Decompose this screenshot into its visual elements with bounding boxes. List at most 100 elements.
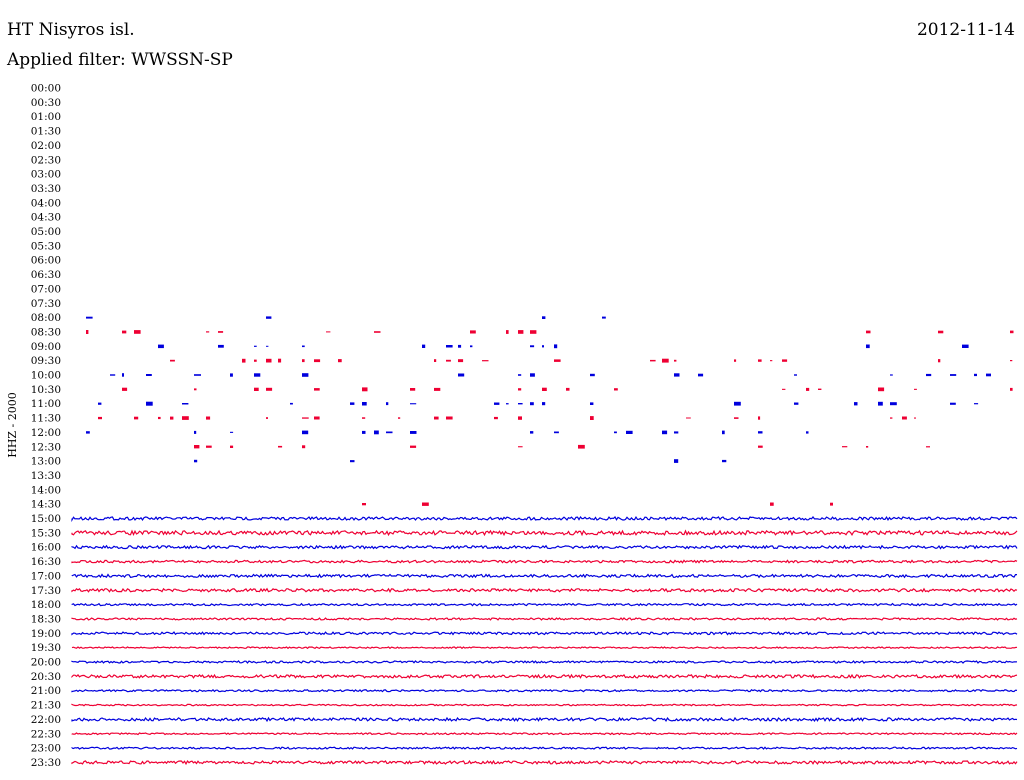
trace-line — [71, 688, 1018, 693]
trace-fragment — [1010, 330, 1014, 334]
trace-fragment — [194, 388, 197, 391]
time-tick-label: 10:30 — [31, 384, 61, 396]
trace-fragment — [866, 344, 870, 349]
time-tick-label: 04:00 — [31, 197, 61, 209]
trace-fragment — [518, 403, 523, 405]
time-tick-label: 04:30 — [31, 212, 61, 224]
trace-fragment — [110, 374, 116, 376]
trace-fragment — [650, 359, 656, 362]
trace-fragment — [590, 373, 595, 377]
trace-fragment — [758, 431, 763, 434]
seismic-traces — [71, 316, 1018, 766]
trace-line — [71, 703, 1018, 707]
trace-fragment — [314, 359, 321, 363]
trace-fragment — [422, 502, 429, 506]
channel-label: HHZ - 2000 — [6, 392, 19, 458]
trace-fragment — [446, 359, 451, 362]
trace-fragment — [938, 330, 944, 334]
trace-fragment — [302, 445, 306, 449]
time-tick-label: 08:30 — [31, 326, 61, 338]
trace-fragment — [794, 402, 799, 405]
trace-fragment — [914, 388, 917, 390]
time-tick-label: 14:30 — [31, 499, 61, 511]
trace-fragment — [854, 402, 858, 406]
trace-fragment — [350, 460, 355, 463]
trace-fragment — [470, 345, 473, 348]
trace-fragment — [170, 416, 174, 420]
trace-line — [71, 529, 1018, 537]
trace-fragment — [890, 402, 897, 406]
trace-fragment — [494, 416, 498, 420]
trace-fragment — [266, 417, 268, 419]
trace-fragment — [206, 416, 211, 420]
trace-fragment — [314, 416, 320, 420]
trace-fragment — [458, 373, 465, 377]
time-tick-label: 18:00 — [31, 599, 61, 611]
trace-fragment — [146, 401, 153, 406]
time-tick-label: 16:30 — [31, 556, 61, 568]
trace-fragment — [134, 416, 139, 420]
time-tick-label: 13:00 — [31, 456, 61, 468]
trace-fragment — [890, 417, 893, 419]
time-tick-label: 17:00 — [31, 570, 61, 582]
trace-line — [71, 631, 1018, 636]
trace-fragment — [938, 359, 941, 363]
trace-fragment — [1010, 360, 1013, 362]
trace-fragment — [770, 360, 773, 362]
trace-fragment — [686, 417, 691, 419]
time-tick-label: 06:30 — [31, 269, 61, 281]
trace-fragment — [542, 316, 546, 319]
trace-fragment — [926, 446, 930, 448]
trace-fragment — [350, 402, 355, 405]
trace-fragment — [758, 445, 763, 448]
trace-fragment — [134, 330, 141, 334]
trace-fragment — [266, 387, 273, 391]
trace-line — [71, 573, 1017, 579]
trace-fragment — [422, 344, 426, 348]
trace-line — [71, 646, 1018, 650]
trace-fragment — [530, 345, 535, 348]
trace-fragment — [734, 417, 739, 419]
trace-fragment — [770, 502, 774, 506]
time-tick-label: 10:00 — [31, 370, 61, 382]
trace-fragment — [674, 431, 679, 434]
trace-fragment — [1010, 387, 1013, 391]
time-tick-label: 19:30 — [31, 642, 61, 654]
trace-fragment — [518, 374, 522, 376]
station-title: HT Nisyros isl. — [7, 20, 135, 40]
trace-fragment — [542, 345, 544, 348]
trace-fragment — [782, 388, 786, 390]
trace-fragment — [278, 445, 283, 448]
trace-line — [71, 602, 1018, 607]
trace-fragment — [794, 374, 797, 376]
time-tick-label: 20:00 — [31, 657, 61, 669]
trace-fragment — [614, 431, 617, 434]
trace-fragment — [674, 459, 679, 463]
trace-fragment — [374, 430, 379, 435]
trace-fragment — [218, 344, 224, 348]
time-tick-label: 00:00 — [31, 83, 61, 95]
trace-fragment — [410, 445, 417, 448]
trace-fragment — [338, 359, 342, 363]
time-tick-label: 09:00 — [31, 341, 61, 353]
trace-fragment — [566, 387, 570, 391]
trace-fragment — [434, 416, 439, 420]
time-tick-label: 07:00 — [31, 283, 61, 295]
trace-fragment — [254, 345, 257, 347]
trace-fragment — [86, 431, 90, 434]
trace-fragment — [446, 345, 453, 348]
trace-fragment — [950, 374, 957, 376]
trace-fragment — [530, 402, 534, 406]
trace-fragment — [614, 388, 618, 391]
trace-fragment — [674, 373, 680, 377]
trace-line — [71, 732, 1018, 736]
trace-fragment — [158, 416, 161, 420]
time-tick-label: 08:00 — [31, 312, 61, 324]
trace-fragment — [530, 373, 535, 377]
time-tick-label: 01:30 — [31, 126, 61, 138]
trace-fragment — [518, 388, 522, 391]
time-tick-label: 07:30 — [31, 298, 61, 310]
trace-fragment — [830, 502, 833, 506]
trace-fragment — [602, 316, 606, 319]
time-tick-label: 22:00 — [31, 714, 61, 726]
